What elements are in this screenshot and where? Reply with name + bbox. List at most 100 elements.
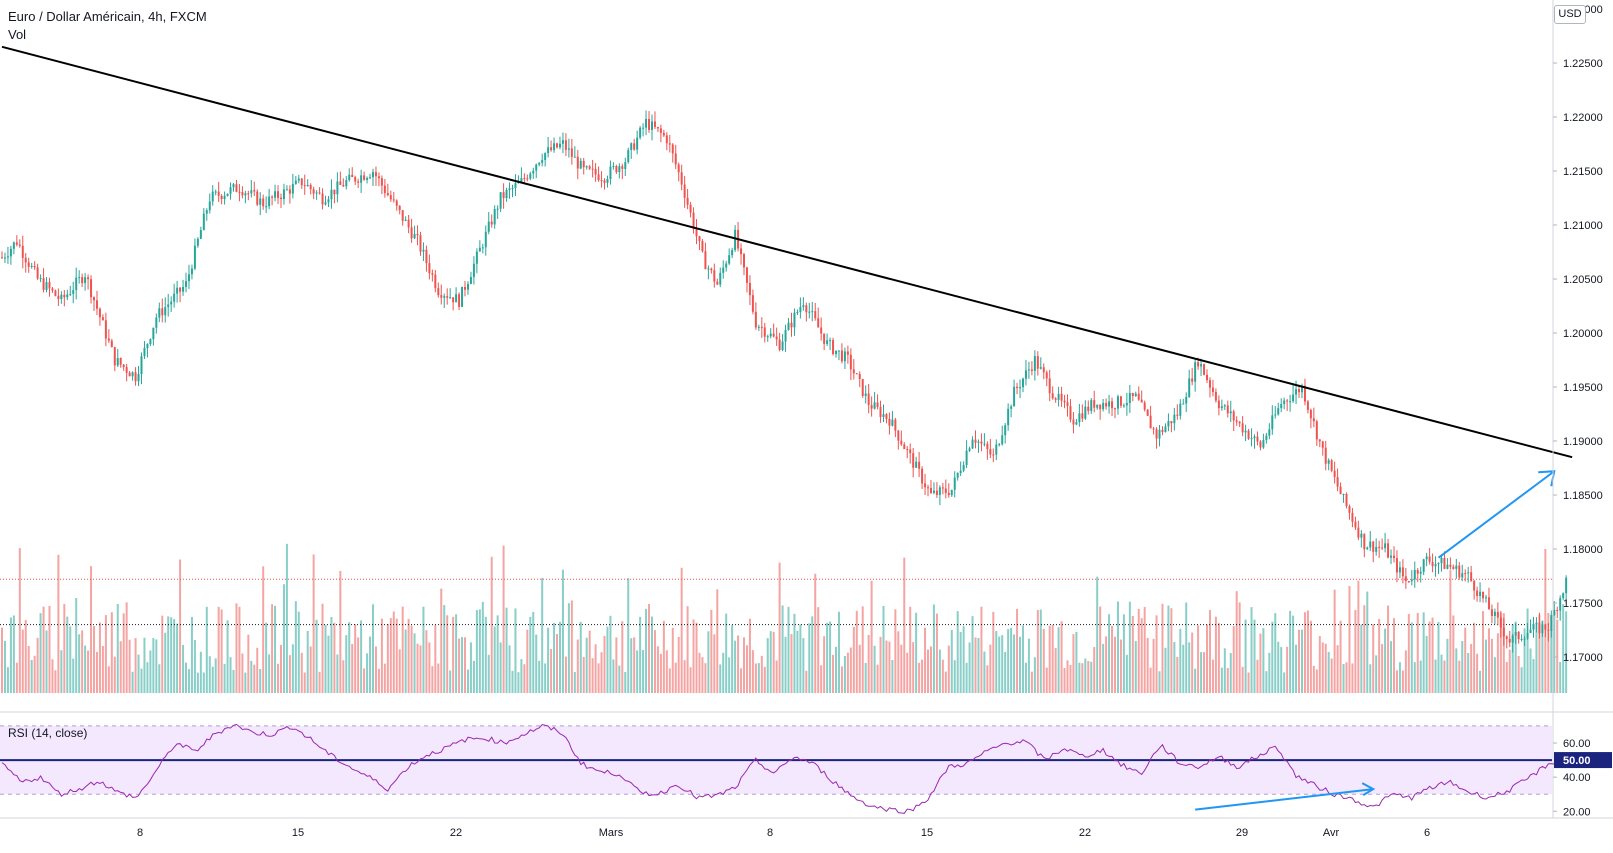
candle-body[interactable] <box>380 178 383 186</box>
candle-body[interactable] <box>823 333 826 344</box>
candle-body[interactable] <box>1093 400 1096 408</box>
candle-body[interactable] <box>956 473 959 478</box>
candle-body[interactable] <box>1330 460 1333 471</box>
candle-body[interactable] <box>54 290 57 296</box>
candle-body[interactable] <box>36 267 39 279</box>
candle-body[interactable] <box>250 190 253 194</box>
candle-body[interactable] <box>995 444 998 455</box>
candle-body[interactable] <box>247 193 250 195</box>
candle-body[interactable] <box>1309 409 1312 419</box>
candle-body[interactable] <box>1206 374 1209 381</box>
candle-body[interactable] <box>947 492 950 496</box>
candle-body[interactable] <box>93 297 96 301</box>
candle-body[interactable] <box>1128 393 1131 403</box>
candle-body[interactable] <box>977 441 980 443</box>
candle-body[interactable] <box>1283 400 1286 404</box>
candle-body[interactable] <box>377 176 380 179</box>
candle-body[interactable] <box>1149 415 1152 429</box>
candle-body[interactable] <box>1140 399 1143 403</box>
candle-body[interactable] <box>1342 493 1345 495</box>
candle-body[interactable] <box>1108 401 1111 407</box>
candle-body[interactable] <box>1164 426 1167 432</box>
candle-body[interactable] <box>1262 439 1265 448</box>
candle-body[interactable] <box>731 250 734 256</box>
candle-body[interactable] <box>639 127 642 138</box>
candle-body[interactable] <box>303 185 306 187</box>
candle-body[interactable] <box>1532 623 1535 630</box>
candle-body[interactable] <box>591 168 594 170</box>
candle-body[interactable] <box>383 185 386 194</box>
candle-body[interactable] <box>291 183 294 194</box>
candle-body[interactable] <box>1369 541 1372 548</box>
candle-body[interactable] <box>306 184 309 187</box>
candle-body[interactable] <box>1078 413 1081 423</box>
candle-body[interactable] <box>223 195 226 200</box>
candle-body[interactable] <box>496 208 499 210</box>
candle-body[interactable] <box>1422 559 1425 572</box>
candle-body[interactable] <box>398 205 401 211</box>
candle-body[interactable] <box>1167 421 1170 427</box>
candle-body[interactable] <box>300 178 303 186</box>
currency-button[interactable]: USD <box>1554 5 1586 24</box>
candle-body[interactable] <box>1188 378 1191 397</box>
candle-body[interactable] <box>1152 428 1155 430</box>
candle-body[interactable] <box>867 393 870 406</box>
candle-body[interactable] <box>716 281 719 285</box>
candle-body[interactable] <box>1306 401 1309 410</box>
candle-body[interactable] <box>1208 380 1211 388</box>
candle-body[interactable] <box>1256 436 1259 442</box>
candle-body[interactable] <box>1523 638 1526 640</box>
candle-body[interactable] <box>624 162 627 169</box>
candle-body[interactable] <box>271 196 274 198</box>
candle-body[interactable] <box>763 327 766 337</box>
candle-body[interactable] <box>585 166 588 168</box>
candle-body[interactable] <box>968 448 971 451</box>
candle-body[interactable] <box>1134 393 1137 397</box>
candle-body[interactable] <box>9 248 12 257</box>
candle-body[interactable] <box>437 288 440 296</box>
candle-body[interactable] <box>1054 398 1057 400</box>
candle-body[interactable] <box>1547 629 1550 631</box>
candle-body[interactable] <box>535 164 538 171</box>
candle-body[interactable] <box>882 414 885 418</box>
candle-body[interactable] <box>835 350 838 354</box>
candle-body[interactable] <box>879 406 882 418</box>
candle-body[interactable] <box>235 184 238 192</box>
candle-body[interactable] <box>1158 429 1161 439</box>
candle-body[interactable] <box>971 439 974 449</box>
candle-body[interactable] <box>1419 571 1422 574</box>
candle-body[interactable] <box>1116 396 1119 409</box>
candle-body[interactable] <box>965 450 968 465</box>
candle-body[interactable] <box>1315 421 1318 440</box>
candle-body[interactable] <box>1045 372 1048 379</box>
candle-body[interactable] <box>351 174 354 178</box>
candle-body[interactable] <box>645 118 648 128</box>
candle-body[interactable] <box>196 238 199 246</box>
candle-body[interactable] <box>606 179 609 183</box>
candle-body[interactable] <box>1401 567 1404 577</box>
candle-body[interactable] <box>1485 597 1487 599</box>
candle-body[interactable] <box>27 262 30 267</box>
candle-body[interactable] <box>1395 558 1398 573</box>
candle-body[interactable] <box>719 272 722 285</box>
candle-body[interactable] <box>268 196 271 207</box>
candle-body[interactable] <box>173 293 176 302</box>
candle-body[interactable] <box>446 296 449 298</box>
candle-body[interactable] <box>1024 370 1027 379</box>
candle-body[interactable] <box>1464 573 1467 575</box>
candle-body[interactable] <box>185 281 188 287</box>
candle-body[interactable] <box>1223 405 1226 407</box>
candle-body[interactable] <box>294 180 297 184</box>
candle-body[interactable] <box>805 305 808 313</box>
candle-body[interactable] <box>265 206 268 208</box>
candle-body[interactable] <box>929 487 932 493</box>
candle-body[interactable] <box>1226 405 1229 414</box>
candle-body[interactable] <box>799 306 802 312</box>
candle-body[interactable] <box>683 184 686 198</box>
candle-body[interactable] <box>220 195 223 200</box>
candle-body[interactable] <box>1333 470 1336 478</box>
candle-body[interactable] <box>1075 422 1078 425</box>
candle-body[interactable] <box>330 189 333 200</box>
candle-body[interactable] <box>1520 638 1523 640</box>
